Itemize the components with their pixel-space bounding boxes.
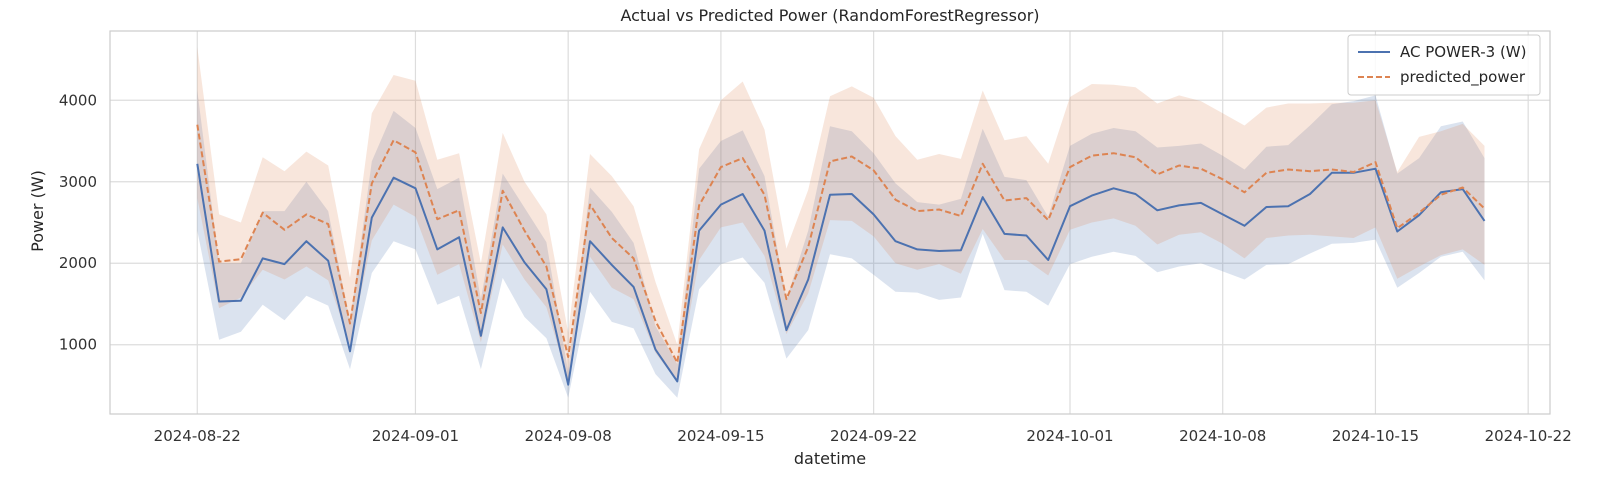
y-tick-label: 4000 — [59, 91, 97, 109]
x-tick-label: 2024-09-22 — [830, 427, 917, 445]
y-tick-label: 2000 — [59, 254, 97, 272]
plot-area — [196, 47, 1486, 398]
series-line-0 — [196, 163, 1486, 386]
legend-box — [1347, 34, 1541, 96]
x-tick-label: 2024-09-15 — [677, 427, 764, 445]
y-tick-label: 1000 — [59, 336, 97, 354]
y-tick-label: 3000 — [59, 173, 97, 191]
plot-frame — [109, 30, 1551, 415]
x-tick-label: 2024-10-01 — [1026, 427, 1113, 445]
series-line-1 — [196, 124, 1486, 364]
x-tick-label: 2024-09-08 — [525, 427, 612, 445]
x-axis-label: datetime — [794, 449, 866, 468]
chart-title: Actual vs Predicted Power (RandomForestR… — [620, 6, 1039, 25]
legend-label-actual: AC POWER-3 (W) — [1400, 43, 1526, 61]
legend: AC POWER-3 (W) predicted_power — [1347, 34, 1541, 96]
confidence-band-0 — [197, 90, 1485, 398]
legend-label-predicted: predicted_power — [1400, 68, 1526, 87]
x-tick-label: 2024-10-22 — [1485, 427, 1572, 445]
x-tick-label: 2024-10-15 — [1332, 427, 1419, 445]
x-tick-label: 2024-09-01 — [372, 427, 459, 445]
y-axis-label: Power (W) — [28, 170, 47, 252]
x-tick-label: 2024-08-22 — [154, 427, 241, 445]
x-tick-label: 2024-10-08 — [1179, 427, 1266, 445]
confidence-band-1 — [197, 47, 1485, 383]
tick-labels: 2024-08-22 2024-09-01 2024-09-08 2024-09-15… — [59, 91, 1572, 445]
